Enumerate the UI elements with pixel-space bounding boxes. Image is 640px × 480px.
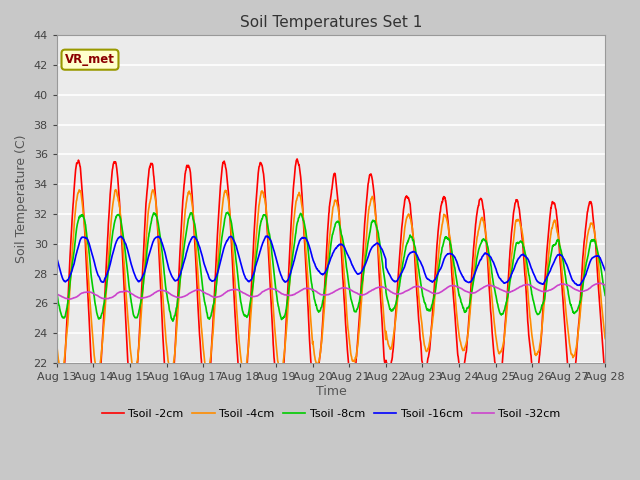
Tsoil -32cm <box>491 284 499 289</box>
Tsoil -32cm <box>553 283 561 289</box>
Tsoil -4cm <box>359 275 367 281</box>
Tsoil -32cm <box>66 296 74 302</box>
Tsoil -8cm <box>206 315 214 321</box>
X-axis label: Time: Time <box>316 385 346 398</box>
Tsoil -16cm <box>347 259 355 264</box>
Tsoil -32cm <box>347 287 355 293</box>
Tsoil -16cm <box>602 267 609 273</box>
Tsoil -4cm <box>554 229 561 235</box>
Tsoil -2cm <box>554 216 561 222</box>
Tsoil -8cm <box>568 307 576 313</box>
Tsoil -8cm <box>491 287 499 292</box>
Tsoil -32cm <box>602 282 609 288</box>
Tsoil -8cm <box>348 297 355 302</box>
Line: Tsoil -16cm: Tsoil -16cm <box>57 236 605 285</box>
Tsoil -2cm <box>602 370 609 376</box>
Y-axis label: Soil Temperature (C): Soil Temperature (C) <box>15 135 28 264</box>
Tsoil -4cm <box>348 353 355 359</box>
Tsoil -2cm <box>568 379 576 384</box>
Tsoil -16cm <box>263 233 271 239</box>
Text: VR_met: VR_met <box>65 53 115 66</box>
Tsoil -8cm <box>359 273 367 279</box>
Tsoil -32cm <box>206 292 214 298</box>
Line: Tsoil -32cm: Tsoil -32cm <box>57 283 605 299</box>
Tsoil -16cm <box>491 262 499 268</box>
Tsoil -16cm <box>359 266 367 272</box>
Line: Tsoil -8cm: Tsoil -8cm <box>57 212 605 321</box>
Tsoil -4cm <box>112 187 120 192</box>
Tsoil -2cm <box>348 384 355 390</box>
Tsoil -4cm <box>602 336 609 341</box>
Tsoil -16cm <box>553 253 561 259</box>
Tsoil -32cm <box>596 280 604 286</box>
Line: Tsoil -2cm: Tsoil -2cm <box>57 159 605 403</box>
Tsoil -2cm <box>359 247 367 252</box>
Tsoil -4cm <box>491 324 499 329</box>
Tsoil -2cm <box>491 359 499 364</box>
Tsoil -2cm <box>53 382 61 388</box>
Tsoil -16cm <box>53 255 61 261</box>
Tsoil -16cm <box>575 282 583 288</box>
Tsoil -4cm <box>206 358 214 363</box>
Tsoil -8cm <box>554 238 561 243</box>
Tsoil -4cm <box>568 352 576 358</box>
Tsoil -32cm <box>359 292 367 298</box>
Tsoil -32cm <box>568 285 576 290</box>
Tsoil -8cm <box>602 292 609 298</box>
Legend: Tsoil -2cm, Tsoil -4cm, Tsoil -8cm, Tsoil -16cm, Tsoil -32cm: Tsoil -2cm, Tsoil -4cm, Tsoil -8cm, Tsoi… <box>97 404 565 423</box>
Tsoil -32cm <box>53 291 61 297</box>
Tsoil -8cm <box>169 318 177 324</box>
Tsoil -2cm <box>293 156 301 162</box>
Title: Soil Temperatures Set 1: Soil Temperatures Set 1 <box>240 15 422 30</box>
Line: Tsoil -4cm: Tsoil -4cm <box>57 190 605 372</box>
Tsoil -4cm <box>53 342 61 348</box>
Tsoil -4cm <box>277 370 285 375</box>
Tsoil -8cm <box>224 209 232 215</box>
Tsoil -16cm <box>568 277 576 283</box>
Tsoil -2cm <box>275 400 282 406</box>
Tsoil -16cm <box>206 276 214 282</box>
Tsoil -2cm <box>206 375 214 381</box>
Tsoil -8cm <box>53 290 61 296</box>
